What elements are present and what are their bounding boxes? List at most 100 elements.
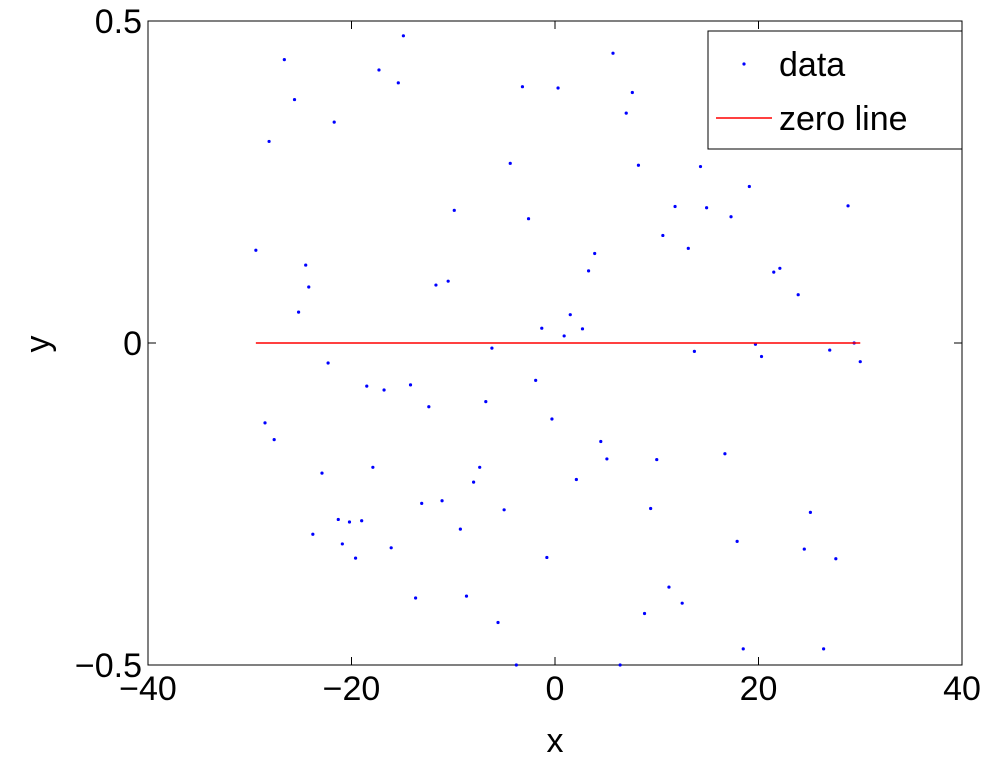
data-point xyxy=(586,269,591,273)
data-point xyxy=(858,360,862,364)
data-point xyxy=(420,501,424,505)
data-point xyxy=(729,215,733,219)
legend-data-marker xyxy=(742,62,746,66)
data-point xyxy=(680,601,684,605)
data-point xyxy=(514,663,518,667)
data-point xyxy=(496,620,500,625)
data-point xyxy=(834,557,838,561)
data-point xyxy=(772,270,776,274)
data-point xyxy=(434,283,438,287)
data-point xyxy=(427,405,431,409)
data-point xyxy=(796,293,800,297)
data-point xyxy=(508,161,512,165)
x-tick-label: 20 xyxy=(740,670,778,708)
data-point xyxy=(661,233,665,238)
data-point xyxy=(377,68,381,72)
data-point xyxy=(365,384,369,388)
x-tick-label: −20 xyxy=(323,670,381,708)
data-point xyxy=(642,611,647,616)
data-point xyxy=(336,517,340,522)
data-point xyxy=(802,547,806,551)
data-point xyxy=(636,163,641,167)
data-point xyxy=(556,86,560,90)
data-point xyxy=(326,361,330,365)
data-point xyxy=(347,520,352,524)
data-point xyxy=(747,184,751,189)
data-point xyxy=(282,58,286,62)
data-point xyxy=(267,139,271,144)
y-tick-label: −0.5 xyxy=(75,647,142,685)
data-point xyxy=(408,383,413,387)
data-point xyxy=(808,510,812,514)
data-point xyxy=(401,34,405,38)
data-point xyxy=(593,251,597,256)
data-point xyxy=(396,81,400,85)
data-point xyxy=(735,539,739,543)
data-point xyxy=(599,439,603,444)
data-point xyxy=(649,506,653,511)
data-point xyxy=(371,465,375,469)
data-point xyxy=(360,519,364,523)
data-point xyxy=(526,217,531,221)
data-point xyxy=(296,310,301,314)
data-point xyxy=(389,546,393,550)
data-point xyxy=(778,266,782,270)
data-point xyxy=(340,542,344,546)
data-point xyxy=(828,348,832,352)
data-point xyxy=(759,354,764,359)
data-point xyxy=(545,555,549,560)
data-point xyxy=(667,585,671,589)
x-axis-label: x xyxy=(547,722,564,757)
data-point xyxy=(686,246,690,250)
data-point xyxy=(846,204,850,208)
x-tick-label: −40 xyxy=(119,670,177,708)
data-point xyxy=(254,248,258,252)
data-point xyxy=(307,285,311,289)
data-point xyxy=(534,378,538,382)
data-point xyxy=(464,594,469,598)
data-point xyxy=(353,556,358,560)
data-point xyxy=(568,313,572,317)
data-point xyxy=(698,164,703,169)
data-point xyxy=(630,90,634,95)
data-point xyxy=(263,421,267,425)
legend-label-data: data xyxy=(779,46,845,84)
legend-box xyxy=(707,30,963,150)
legend-label-zero-line: zero line xyxy=(779,100,908,138)
data-point xyxy=(580,327,585,331)
legend: data zero line xyxy=(707,30,963,150)
data-point xyxy=(382,388,386,392)
y-axis-label: y xyxy=(19,336,57,353)
data-point xyxy=(723,452,727,456)
data-point xyxy=(452,208,456,212)
data-point xyxy=(822,647,826,651)
data-point xyxy=(472,480,476,484)
data-point xyxy=(320,471,324,475)
data-point xyxy=(741,647,745,651)
data-point xyxy=(673,204,677,209)
data-point xyxy=(550,417,554,421)
data-point xyxy=(562,334,566,338)
axis-ticks: −40 −20 0 20 40 −0.5 0 0.5 xyxy=(75,3,981,708)
data-point xyxy=(490,346,494,350)
data-point xyxy=(611,51,615,55)
data-point xyxy=(272,438,276,442)
data-point xyxy=(692,349,696,353)
data-point xyxy=(311,532,315,536)
data-point xyxy=(292,97,297,102)
data-point xyxy=(502,508,506,512)
x-tick-label: 0 xyxy=(546,670,565,708)
y-tick-label: 0 xyxy=(123,325,142,363)
data-point xyxy=(574,477,578,482)
y-tick-label: 0.5 xyxy=(95,3,142,41)
data-point xyxy=(655,457,659,462)
data-point xyxy=(705,206,709,210)
x-tick-label: 40 xyxy=(943,670,981,708)
data-point xyxy=(458,527,462,531)
data-point xyxy=(478,465,482,469)
data-point xyxy=(605,457,609,461)
data-point xyxy=(484,400,488,404)
data-point xyxy=(304,263,308,267)
data-point xyxy=(618,663,622,667)
